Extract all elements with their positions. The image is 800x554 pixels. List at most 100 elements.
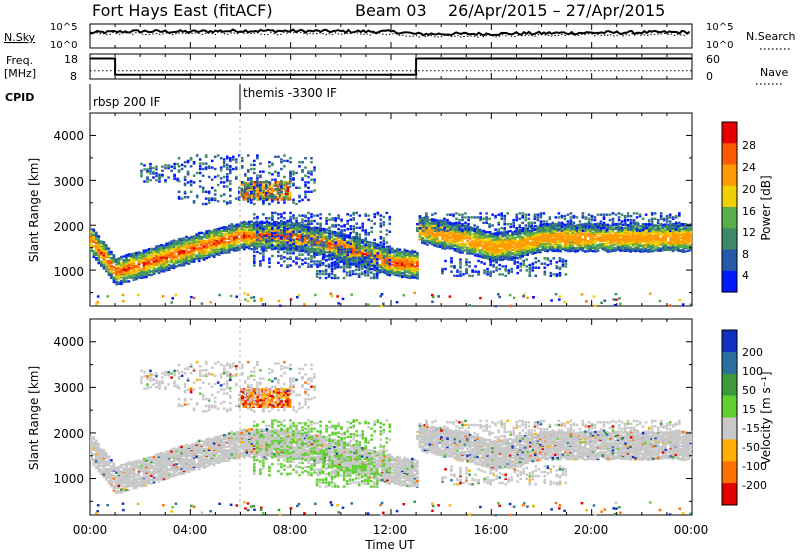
power-cell: [609, 248, 612, 252]
power-cell: [217, 234, 221, 237]
power-cell: [102, 267, 106, 270]
power-cell: [682, 223, 685, 226]
power-cell: [258, 237, 261, 240]
power-cell: [564, 235, 567, 238]
power-cell: [142, 257, 146, 261]
power-cell: [308, 250, 311, 253]
power-cell: [240, 225, 244, 228]
power-cell: [135, 274, 138, 278]
noise-right-label: N.Search: [746, 30, 796, 43]
power-cell: [205, 239, 208, 243]
power-cell: [285, 224, 289, 227]
power-cell: [167, 263, 171, 267]
power-cell: [315, 226, 319, 229]
power-cell: [147, 248, 151, 251]
power-cell: [295, 243, 299, 247]
power-cell: [140, 252, 143, 255]
power-cell: [584, 243, 587, 246]
power-cell: [529, 246, 532, 249]
power-cell: [167, 251, 171, 255]
figure-title: Fort Hays East (fitACF): [92, 1, 273, 20]
power-cell: [290, 228, 294, 231]
power-cell: [120, 282, 123, 286]
power-cell: [97, 238, 101, 241]
power-cell: [127, 267, 131, 270]
power-cell: [496, 242, 499, 245]
power-cell: [222, 237, 226, 241]
power-cell: [654, 227, 657, 230]
power-cell: [127, 271, 131, 275]
power-cell: [396, 247, 399, 251]
power-cell: [295, 239, 299, 242]
power-cell: [170, 251, 173, 255]
power-cell: [157, 266, 161, 269]
noise-left-label: N.Sky: [4, 31, 36, 44]
power-cell: [481, 246, 484, 250]
power-cell: [481, 244, 484, 247]
power-cell: [187, 236, 191, 240]
power-cell: [546, 234, 550, 237]
power-cell: [132, 262, 136, 265]
power-cell: [125, 280, 128, 283]
power-cell: [250, 242, 254, 245]
power-cell: [230, 232, 234, 235]
power-cell: [210, 230, 213, 233]
power-cell: [290, 244, 294, 247]
power-cell: [250, 231, 254, 234]
power-cell: [443, 238, 447, 241]
power-cell: [187, 262, 191, 265]
power-cell: [107, 265, 111, 269]
power-cell: [521, 239, 524, 242]
power-cell: [428, 224, 432, 227]
power-cell: [200, 251, 203, 254]
power-cell: [579, 242, 582, 245]
power-cell: [240, 234, 244, 238]
power-cell: [125, 269, 128, 272]
power-cell: [97, 255, 101, 259]
power-cell: [413, 254, 417, 257]
power-cell: [182, 252, 186, 255]
power-cell: [466, 249, 469, 253]
power-cell: [240, 233, 244, 236]
power-cell: [689, 244, 693, 247]
power-cell: [127, 274, 131, 278]
power-cell: [511, 248, 514, 251]
power-cell: [599, 246, 602, 249]
power-cell: [145, 275, 148, 279]
power-cell: [328, 253, 331, 257]
power-cell: [172, 262, 176, 265]
power-cell: [684, 234, 688, 238]
power-cell: [275, 228, 279, 231]
power-cell: [137, 251, 141, 254]
power-cell: [654, 224, 657, 227]
power-cell: [210, 236, 213, 239]
power-cell: [265, 231, 269, 234]
power-cell: [248, 224, 251, 227]
power-cell: [248, 241, 251, 244]
power-cell: [481, 239, 484, 242]
power-cell: [408, 275, 412, 278]
power-cell: [150, 255, 153, 259]
power-cell: [423, 239, 427, 242]
power-cell: [95, 258, 98, 261]
power-cell: [428, 218, 432, 222]
power-cell: [656, 248, 660, 251]
power-cell: [521, 236, 524, 239]
power-cell: [165, 265, 168, 268]
power-cell: [250, 240, 254, 243]
power-cell: [448, 231, 452, 234]
power-cell: [207, 247, 211, 250]
power-cell: [541, 234, 545, 237]
power-cell: [677, 248, 680, 251]
power-cell: [100, 251, 103, 254]
power-cell: [265, 227, 269, 230]
power-cell: [611, 241, 615, 244]
power-cell: [135, 254, 138, 257]
power-cell: [318, 239, 321, 243]
power-cell: [117, 277, 121, 280]
power-cell: [127, 263, 131, 266]
power-cell: [195, 240, 198, 243]
power-cell: [275, 240, 279, 244]
power-cell: [689, 228, 693, 231]
